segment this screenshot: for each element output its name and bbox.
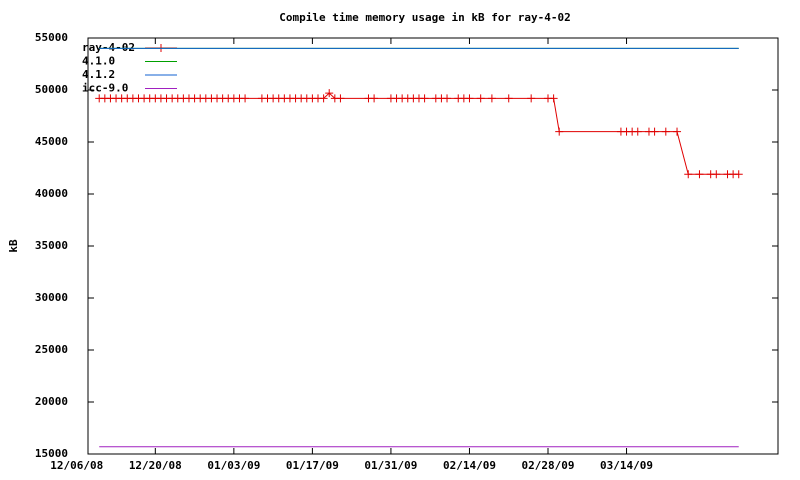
x-tick-label: 12/20/08 — [129, 459, 182, 472]
point — [241, 94, 250, 103]
y-tick-label: 15000 — [35, 447, 68, 460]
point — [504, 94, 513, 103]
point — [370, 94, 379, 103]
point — [650, 127, 659, 136]
y-tick-label: 35000 — [35, 239, 68, 252]
y-axis-label: kB — [7, 239, 20, 253]
y-tick-label: 45000 — [35, 135, 68, 148]
point — [487, 94, 496, 103]
point — [476, 94, 485, 103]
y-tick-label: 30000 — [35, 291, 68, 304]
chart-title: Compile time memory usage in kB for ray-… — [279, 11, 570, 24]
x-tick-label: 01/17/09 — [286, 459, 339, 472]
point — [633, 127, 642, 136]
point — [661, 127, 670, 136]
point — [443, 94, 452, 103]
point — [734, 170, 743, 179]
point — [684, 170, 693, 179]
point — [555, 127, 564, 136]
point — [527, 94, 536, 103]
point — [325, 89, 334, 98]
x-tick-label: 01/31/09 — [364, 459, 417, 472]
series-line — [99, 92, 739, 175]
point — [695, 170, 704, 179]
x-tick-label: 01/03/09 — [207, 459, 260, 472]
y-tick-label: 25000 — [35, 343, 68, 356]
x-tick-label: 12/06/08 — [50, 459, 103, 472]
point — [336, 94, 345, 103]
x-tick-label: 02/14/09 — [443, 459, 496, 472]
y-tick-label: 40000 — [35, 187, 68, 200]
x-tick-label: 03/14/09 — [600, 459, 653, 472]
point — [465, 94, 474, 103]
legend-label: 4.1.0 — [82, 55, 115, 68]
point — [712, 170, 721, 179]
legend-label: icc-9.0 — [82, 82, 128, 95]
point — [420, 94, 429, 103]
point — [319, 94, 328, 103]
point — [549, 94, 558, 103]
legend-label: ray-4-02 — [82, 41, 135, 54]
y-tick-label: 55000 — [35, 31, 68, 44]
point — [673, 127, 682, 136]
x-tick-label: 02/28/09 — [522, 459, 575, 472]
legend-label: 4.1.2 — [82, 68, 115, 81]
y-tick-label: 20000 — [35, 395, 68, 408]
y-tick-label: 50000 — [35, 83, 68, 96]
plot-frame — [87, 37, 779, 455]
